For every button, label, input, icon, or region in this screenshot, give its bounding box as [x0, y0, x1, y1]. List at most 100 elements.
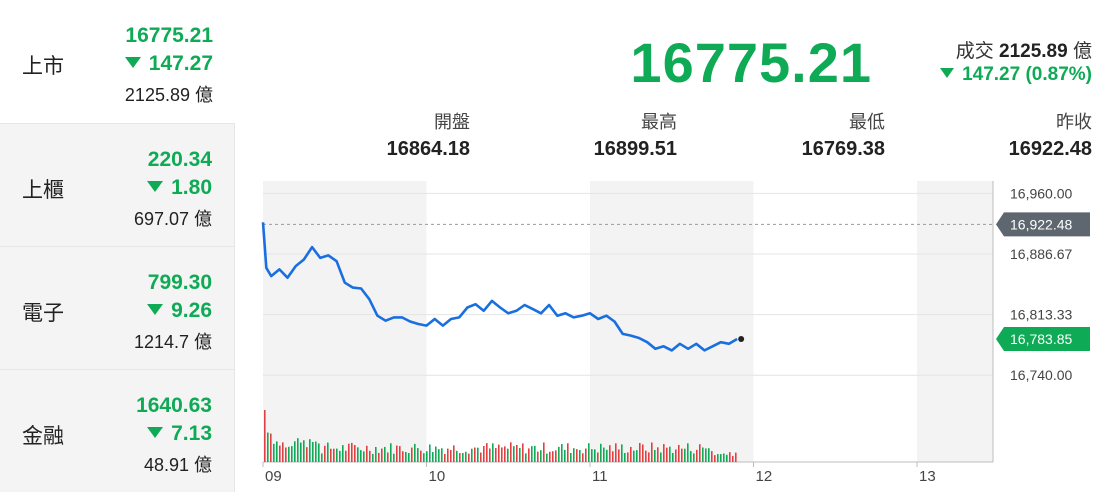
- volume-bar: [378, 452, 380, 462]
- volume-bar: [618, 449, 620, 462]
- volume-bar: [528, 448, 530, 462]
- last-price-dot: [738, 335, 745, 342]
- volume-bar: [654, 449, 656, 462]
- volume-bar: [537, 451, 539, 462]
- volume-bar: [597, 452, 599, 462]
- volume-bar: [354, 445, 356, 462]
- last-price-tag: 16,783.85: [1010, 331, 1072, 347]
- volume-bar: [585, 448, 587, 462]
- volume-bar: [504, 446, 506, 462]
- volume-bar: [606, 449, 608, 462]
- volume-bar: [672, 452, 674, 462]
- volume-bar: [678, 444, 680, 462]
- volume-bar: [339, 450, 341, 462]
- volume-bar: [345, 450, 347, 462]
- volume-bar: [669, 446, 671, 462]
- stat-open: 開盤 16864.18: [387, 108, 470, 161]
- volume-bar: [366, 445, 368, 462]
- volume-bar: [270, 433, 272, 462]
- volume-bar: [543, 442, 545, 462]
- volume-bar: [468, 453, 470, 462]
- volume-bar: [702, 447, 704, 462]
- volume-bar: [573, 448, 575, 462]
- volume-bar: [423, 453, 425, 462]
- stat-value: 16899.51: [593, 138, 677, 160]
- volume-bar: [591, 449, 593, 462]
- volume-bar: [735, 452, 737, 462]
- volume-bar: [489, 448, 491, 462]
- volume-bar: [666, 447, 668, 462]
- market-name: 電子: [22, 302, 64, 325]
- volume-bar: [729, 452, 731, 462]
- market-change: 7.13: [147, 422, 212, 446]
- volume-bar: [726, 454, 728, 462]
- volume-bar: [609, 445, 611, 462]
- volume-bar: [576, 449, 578, 462]
- volume-bar: [483, 446, 485, 462]
- market-volume: 2125.89 億: [124, 85, 213, 105]
- volume-bar: [348, 443, 350, 462]
- stat-label: 開盤: [434, 112, 470, 132]
- volume-bar: [285, 447, 287, 462]
- volume-bar: [390, 443, 392, 462]
- volume-bar: [384, 446, 386, 462]
- volume-bar: [405, 451, 407, 462]
- volume-bar: [414, 443, 416, 462]
- volume-bar: [336, 448, 338, 462]
- x-tick-label: 12: [756, 468, 773, 485]
- volume-bar: [318, 443, 320, 462]
- down-triangle-icon: [147, 427, 164, 438]
- volume-bar: [372, 453, 374, 462]
- market-price: 220.34: [147, 148, 212, 171]
- stat-high: 最高 16899.51: [594, 108, 677, 161]
- volume-bar: [642, 444, 644, 462]
- volume-bar: [651, 442, 653, 462]
- market-price: 799.30: [147, 271, 212, 294]
- volume-bar: [555, 450, 557, 462]
- volume-bar: [600, 443, 602, 462]
- volume-bar: [558, 446, 560, 462]
- volume-bar: [510, 442, 512, 462]
- volume-bar: [411, 447, 413, 462]
- volume-bar: [456, 450, 458, 462]
- volume-bar: [525, 453, 527, 462]
- volume-bar: [639, 442, 641, 462]
- volume-bar: [615, 443, 617, 462]
- volume-bar: [432, 452, 434, 462]
- volume-bar: [663, 444, 665, 462]
- market-tab-finance[interactable]: 金融 1640.63 7.13 48.91 億: [0, 369, 235, 492]
- volume-bar: [714, 455, 716, 462]
- volume-bar: [306, 447, 308, 462]
- hour-band: [917, 181, 993, 462]
- volume-bar: [690, 451, 692, 462]
- volume-bar: [717, 454, 719, 462]
- volume-bar: [570, 452, 572, 462]
- down-triangle-icon: [147, 304, 164, 315]
- x-tick-label: 10: [429, 468, 446, 485]
- market-tab-twse[interactable]: 上市 16775.21 147.27 2125.89 億: [0, 0, 235, 123]
- y-tick-label: 16,960.00: [1010, 185, 1072, 201]
- volume-bar: [492, 443, 494, 462]
- market-sidebar: 上市 16775.21 147.27 2125.89 億 上櫃 220.34 1…: [0, 0, 236, 494]
- volume-bar: [288, 446, 290, 462]
- y-tick-label: 16,740.00: [1010, 367, 1072, 383]
- volume-bar: [369, 450, 371, 462]
- volume-bar: [465, 451, 467, 462]
- volume-bar: [459, 453, 461, 462]
- volume-bar: [564, 449, 566, 462]
- volume-bar: [549, 451, 551, 462]
- volume-bar: [627, 452, 629, 462]
- volume-bar: [324, 445, 326, 462]
- market-price: 16775.21: [125, 24, 213, 47]
- volume-bar: [720, 454, 722, 462]
- volume-bar: [495, 448, 497, 462]
- volume-bar: [657, 447, 659, 462]
- y-tick-label: 16,886.67: [1010, 246, 1072, 262]
- index-change: 147.27 (0.87%): [940, 64, 1092, 86]
- volume-bar: [480, 452, 482, 462]
- volume-bar: [507, 448, 509, 462]
- market-tab-otc[interactable]: 上櫃 220.34 1.80 697.07 億: [0, 123, 235, 246]
- price-line: [261, 222, 738, 352]
- market-tab-electronics[interactable]: 電子 799.30 9.26 1214.7 億: [0, 246, 235, 369]
